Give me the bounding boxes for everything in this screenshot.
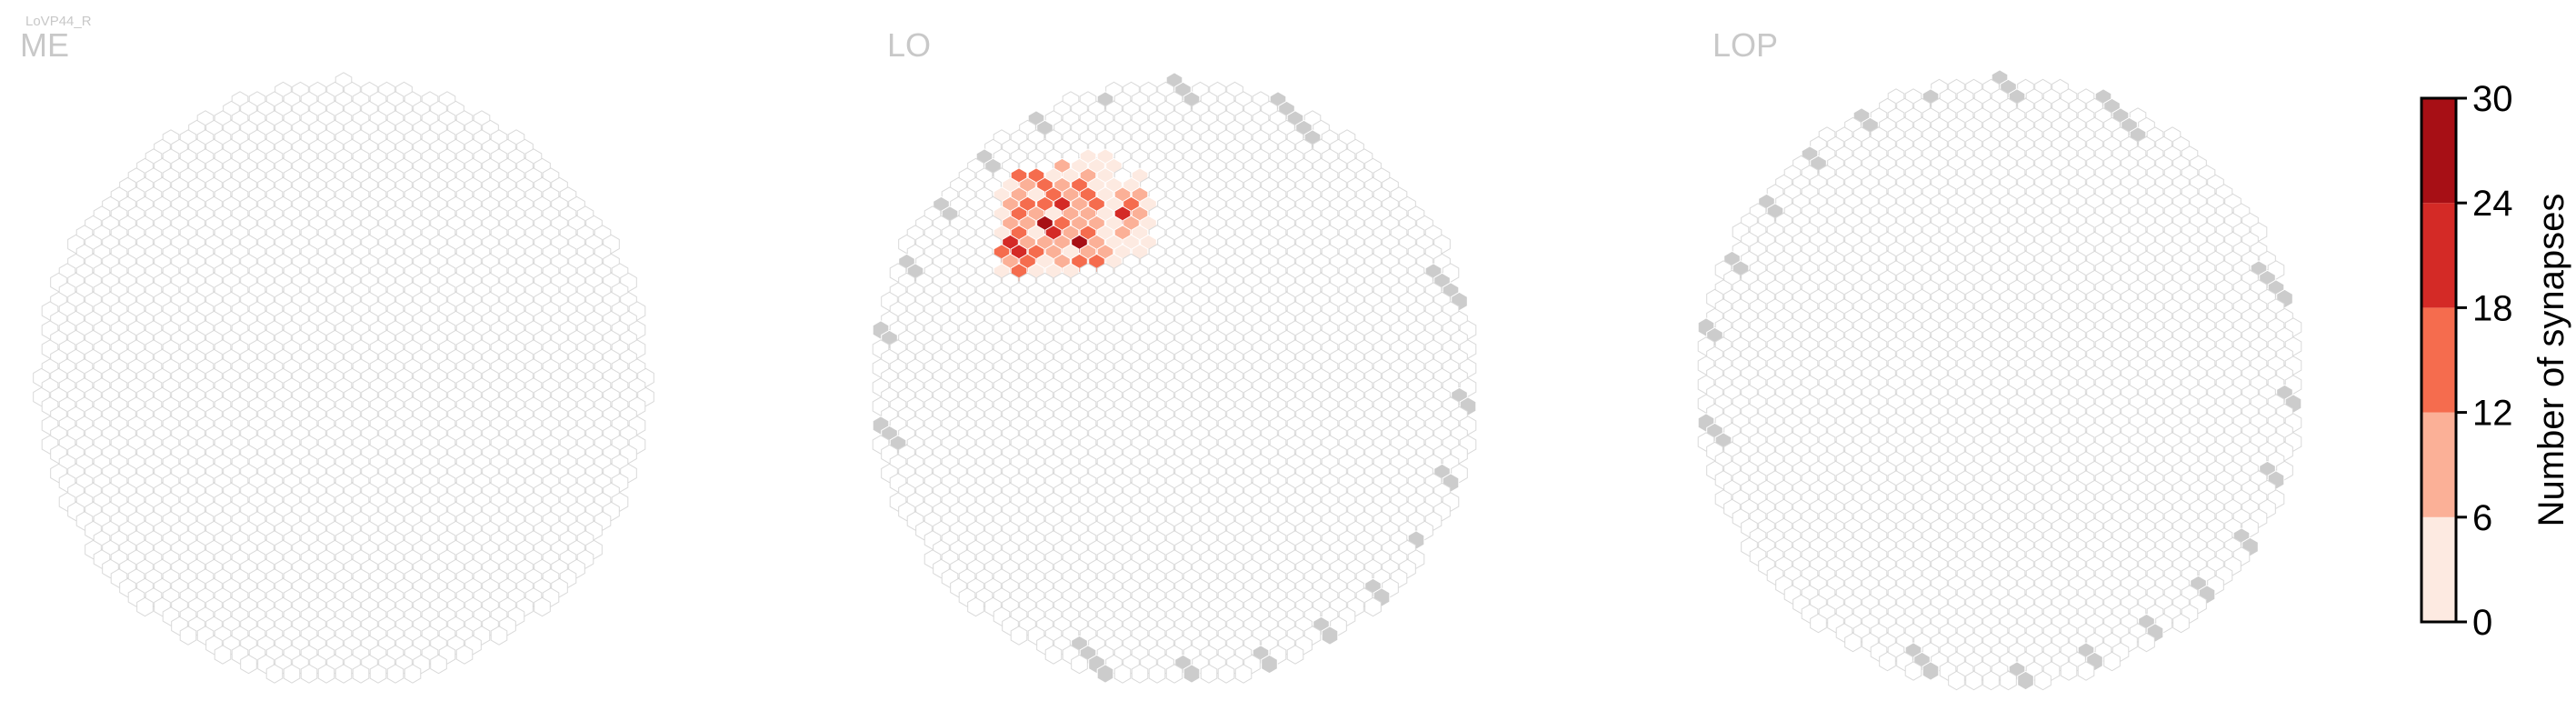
hex-grid-lop bbox=[1697, 69, 2302, 691]
panel-lop: LOP bbox=[1697, 26, 2302, 691]
edge-hex bbox=[1261, 654, 1278, 675]
hex-grid-lo bbox=[872, 72, 1477, 684]
empty-hex bbox=[1113, 664, 1132, 684]
cell-type-label: LoVP44_R bbox=[25, 14, 92, 29]
empty-hex bbox=[1148, 664, 1166, 684]
empty-hex bbox=[967, 596, 984, 617]
empty-hex bbox=[1286, 645, 1304, 665]
empty-hex bbox=[404, 664, 422, 684]
panel-title-me: ME bbox=[20, 26, 69, 64]
empty-hex bbox=[179, 626, 197, 646]
empty-hex bbox=[352, 664, 370, 684]
empty-hex bbox=[1071, 654, 1088, 675]
empty-hex bbox=[317, 664, 335, 684]
empty-hex bbox=[283, 664, 301, 684]
panel-me: ME bbox=[20, 26, 654, 684]
empty-hex bbox=[334, 664, 353, 684]
empty-hex bbox=[1364, 596, 1382, 617]
panel-title-lop: LOP bbox=[1712, 26, 1778, 64]
edge-hex bbox=[1183, 664, 1201, 684]
panel-title-lo: LO bbox=[887, 26, 931, 64]
hex-grid-me bbox=[33, 72, 654, 684]
empty-hex bbox=[265, 664, 284, 684]
empty-hex bbox=[240, 654, 257, 675]
edge-hex bbox=[1096, 664, 1114, 684]
empty-hex bbox=[1131, 664, 1149, 684]
empty-hex bbox=[214, 645, 232, 665]
empty-hex bbox=[1165, 664, 1183, 684]
empty-hex bbox=[490, 626, 508, 646]
empty-hex bbox=[455, 645, 474, 665]
empty-hex bbox=[300, 664, 318, 684]
empty-hex bbox=[1234, 664, 1253, 684]
empty-hex bbox=[386, 664, 404, 684]
empty-hex bbox=[1010, 626, 1028, 646]
empty-hex bbox=[534, 596, 551, 617]
empty-hex bbox=[430, 654, 447, 675]
panel-lo: LO bbox=[872, 26, 1477, 684]
empty-hex bbox=[1044, 645, 1063, 665]
empty-hex bbox=[1200, 664, 1218, 684]
empty-hex bbox=[136, 596, 154, 617]
empty-hex bbox=[369, 664, 387, 684]
empty-hex bbox=[1217, 664, 1235, 684]
edge-hex bbox=[1321, 626, 1339, 646]
